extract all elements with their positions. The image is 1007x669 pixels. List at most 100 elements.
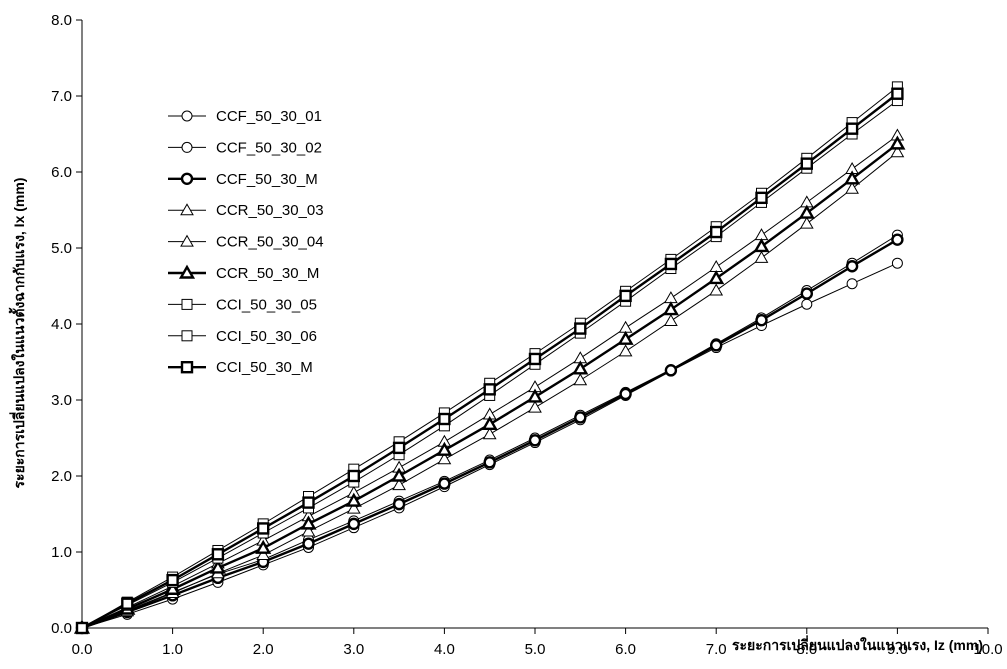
legend-marker bbox=[182, 111, 192, 121]
legend-label: CCF_50_30_01 bbox=[216, 108, 322, 125]
legend-label: CCI_50_30_M bbox=[216, 359, 313, 376]
x-tick-label: 7.0 bbox=[706, 641, 727, 658]
data-point bbox=[620, 322, 632, 333]
series-CCI_50_30_M bbox=[77, 89, 902, 633]
data-point bbox=[168, 575, 178, 585]
legend-marker bbox=[182, 142, 192, 152]
data-point bbox=[711, 340, 721, 350]
data-point bbox=[439, 414, 449, 424]
series-CCI_50_30_06 bbox=[77, 82, 902, 633]
data-point bbox=[665, 315, 677, 326]
data-point bbox=[349, 519, 359, 529]
data-point bbox=[757, 193, 767, 203]
y-tick-label: 8.0 bbox=[51, 12, 72, 29]
axes: 0.0 1.0 2.0 3.0 4.0 5.0 6.0 7.0 8.0 9.0 10.0 0.0 1.0… bbox=[51, 12, 1002, 658]
data-point bbox=[710, 285, 722, 296]
data-point bbox=[892, 235, 902, 245]
x-tick-label: 6.0 bbox=[615, 641, 636, 658]
x-tick-label: 2.0 bbox=[253, 641, 274, 658]
plot-area bbox=[76, 82, 903, 633]
legend-entry: CCI_50_30_06 bbox=[168, 328, 317, 345]
data-point bbox=[349, 471, 359, 481]
legend: CCF_50_30_01 CCF_50_30_02 CCF_50_30_M CCR_5… bbox=[168, 108, 324, 376]
data-point bbox=[575, 324, 585, 334]
data-point bbox=[620, 333, 632, 344]
data-point bbox=[530, 354, 540, 364]
data-point bbox=[802, 289, 812, 299]
data-point bbox=[394, 443, 404, 453]
legend-entry: CCR_50_30_03 bbox=[168, 202, 324, 219]
data-point bbox=[847, 279, 857, 289]
legend-marker bbox=[181, 204, 193, 215]
data-point bbox=[665, 304, 677, 315]
data-point bbox=[801, 218, 813, 229]
data-point bbox=[304, 539, 314, 549]
series-line bbox=[82, 87, 897, 628]
x-tick-label: 3.0 bbox=[343, 641, 364, 658]
data-point bbox=[666, 365, 676, 375]
x-tick-label: 5.0 bbox=[525, 641, 546, 658]
y-tick-label: 2.0 bbox=[51, 468, 72, 485]
data-point bbox=[711, 227, 721, 237]
data-point bbox=[529, 391, 541, 402]
y-axis-title: ระยะการเปลี่ยนแปลงในแนวตั้งฉากกับแรง, Ix… bbox=[8, 178, 27, 489]
legend-entry: CCR_50_30_M bbox=[168, 265, 319, 282]
data-point bbox=[802, 299, 812, 309]
legend-marker bbox=[182, 362, 192, 372]
x-axis-title: ระยะการเปลี่ยนแปลงในแนวแรง, Iz (mm) bbox=[732, 635, 983, 653]
legend-marker bbox=[182, 299, 192, 309]
data-point bbox=[847, 261, 857, 271]
data-point bbox=[77, 623, 87, 633]
legend-marker bbox=[182, 174, 192, 184]
data-point bbox=[394, 499, 404, 509]
data-point bbox=[710, 261, 722, 272]
data-point bbox=[439, 479, 449, 489]
y-tick-label: 5.0 bbox=[51, 240, 72, 257]
data-point bbox=[620, 345, 632, 356]
data-point bbox=[484, 418, 496, 429]
data-point bbox=[485, 384, 495, 394]
legend-marker bbox=[182, 331, 192, 341]
legend-entry: CCF_50_30_M bbox=[168, 171, 318, 188]
legend-marker bbox=[181, 267, 193, 278]
legend-label: CCI_50_30_05 bbox=[216, 296, 317, 313]
data-point bbox=[485, 457, 495, 467]
legend-label: CCR_50_30_04 bbox=[216, 234, 324, 251]
data-point bbox=[665, 292, 677, 303]
data-point bbox=[757, 315, 767, 325]
legend-entry: CCF_50_30_01 bbox=[168, 108, 322, 125]
data-point bbox=[621, 389, 631, 399]
data-point bbox=[258, 523, 268, 533]
legend-label: CCI_50_30_06 bbox=[216, 328, 317, 345]
series-line bbox=[82, 94, 897, 628]
y-tick-label: 4.0 bbox=[51, 316, 72, 333]
legend-entry: CCF_50_30_02 bbox=[168, 139, 322, 156]
y-tick-label: 7.0 bbox=[51, 88, 72, 105]
legend-label: CCR_50_30_M bbox=[216, 265, 319, 282]
series-CCI_50_30_05 bbox=[77, 96, 902, 633]
legend-marker bbox=[181, 236, 193, 247]
data-point bbox=[666, 259, 676, 269]
data-point bbox=[574, 363, 586, 374]
y-tick-label: 3.0 bbox=[51, 392, 72, 409]
legend-label: CCR_50_30_03 bbox=[216, 202, 324, 219]
data-point bbox=[574, 374, 586, 385]
y-tick-label: 1.0 bbox=[51, 544, 72, 561]
x-tick-label: 0.0 bbox=[72, 641, 93, 658]
legend-entry: CCI_50_30_M bbox=[168, 359, 313, 376]
y-tick-label: 0.0 bbox=[51, 620, 72, 637]
data-point bbox=[304, 498, 314, 508]
data-point bbox=[213, 549, 223, 559]
y-tick-label: 6.0 bbox=[51, 164, 72, 181]
legend-label: CCF_50_30_02 bbox=[216, 139, 322, 156]
data-point bbox=[756, 252, 768, 263]
data-point bbox=[756, 229, 768, 240]
data-point bbox=[892, 258, 902, 268]
legend-entry: CCI_50_30_05 bbox=[168, 296, 317, 313]
data-point bbox=[847, 124, 857, 134]
x-tick-label: 4.0 bbox=[434, 641, 455, 658]
x-tick-label: 1.0 bbox=[162, 641, 183, 658]
legend-entry: CCR_50_30_04 bbox=[168, 234, 324, 251]
